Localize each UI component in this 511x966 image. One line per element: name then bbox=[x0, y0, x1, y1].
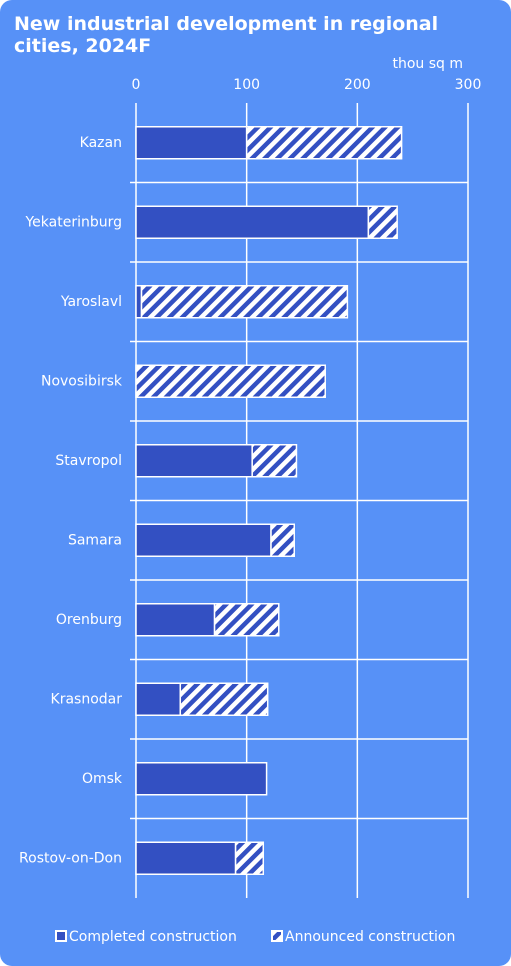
bar-segment bbox=[245, 126, 403, 160]
y-tick-label: Omsk bbox=[82, 771, 123, 787]
bar-segment bbox=[135, 364, 326, 398]
x-tick-label: 0 bbox=[132, 77, 141, 93]
bar-segment bbox=[135, 126, 248, 160]
bar-segment bbox=[135, 285, 143, 319]
y-tick-label: Samara bbox=[68, 532, 122, 548]
y-tick-label: Yaroslavl bbox=[60, 294, 122, 310]
bar-segment bbox=[135, 444, 253, 478]
y-tick-label: Krasnodar bbox=[51, 691, 123, 707]
bar-segment bbox=[135, 523, 272, 557]
y-tick-label: Novosibirsk bbox=[41, 373, 123, 389]
bar-segment bbox=[367, 205, 398, 239]
legend-label: Announced construction bbox=[285, 929, 455, 945]
bar-segment bbox=[135, 682, 182, 716]
bar-segment bbox=[179, 682, 269, 716]
legend-label: Completed construction bbox=[69, 929, 237, 945]
bar-segment bbox=[251, 444, 298, 478]
unit-label: thou sq m bbox=[392, 56, 463, 72]
x-tick-label: 200 bbox=[344, 77, 371, 93]
bar-segment bbox=[135, 603, 216, 637]
y-tick-label: Stavropol bbox=[55, 453, 122, 469]
bar-segment bbox=[140, 285, 349, 319]
y-tick-label: Yekaterinburg bbox=[24, 214, 122, 230]
bar-segment bbox=[135, 762, 268, 796]
bar-segment bbox=[234, 841, 265, 875]
bar-segment bbox=[135, 205, 370, 239]
legend-marker bbox=[271, 930, 283, 942]
x-tick-label: 100 bbox=[233, 77, 260, 93]
y-tick-label: Orenburg bbox=[56, 612, 122, 628]
bar-segment bbox=[135, 841, 237, 875]
x-tick-label: 300 bbox=[455, 77, 482, 93]
legend-marker bbox=[55, 930, 67, 942]
y-tick-label: Rostov-on-Don bbox=[19, 850, 122, 866]
bar-segment bbox=[213, 603, 280, 637]
bar-segment bbox=[270, 523, 296, 557]
chart-title: New industrial development in regional c… bbox=[14, 13, 439, 57]
y-tick-label: Kazan bbox=[80, 135, 122, 151]
